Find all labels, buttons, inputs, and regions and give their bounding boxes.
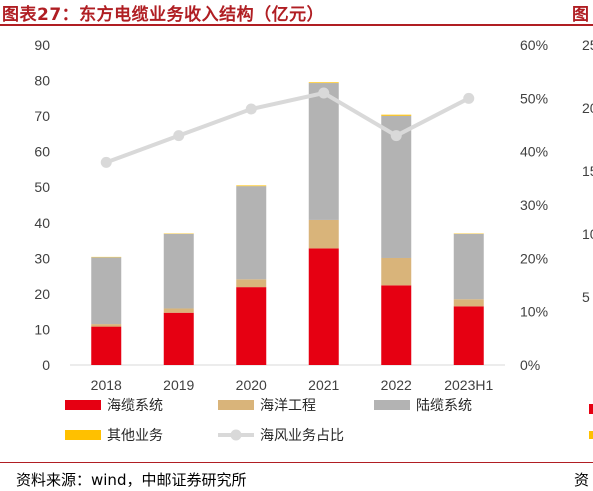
bar-segment — [91, 324, 122, 327]
y-left-tick-label: 60 — [34, 144, 50, 160]
y-left-tick-label: 0 — [42, 357, 50, 373]
y-right-tick-label: 30% — [520, 197, 548, 213]
y-right-tick-label: 20% — [520, 250, 548, 266]
next-figure-tick-fragment: 25 — [582, 37, 593, 53]
bar-segment — [163, 312, 194, 365]
y-left-tick-label: 50 — [34, 179, 50, 195]
bar-segment — [453, 299, 484, 307]
bar-segment — [236, 186, 267, 280]
x-tick-label: 2022 — [381, 377, 412, 393]
bar-segment — [308, 83, 339, 220]
ratio-point — [463, 92, 475, 104]
legend-label: 海风业务占比 — [260, 428, 344, 444]
legend-swatch — [374, 400, 410, 410]
next-figure-legend-fragment — [589, 431, 593, 439]
ratio-point — [100, 156, 112, 168]
bar-segment — [308, 219, 339, 249]
bar-segment — [453, 306, 484, 365]
ratio-point — [390, 130, 402, 142]
next-source-fragment: 资 — [574, 471, 590, 489]
legend-line-marker — [230, 429, 242, 441]
x-tick-label: 2021 — [308, 377, 339, 393]
next-figure-tick-fragment: 15 — [582, 163, 593, 179]
bar-segment — [381, 114, 412, 116]
bar-segment — [308, 248, 339, 365]
next-figure-tick-fragment: 20 — [582, 100, 593, 116]
y-right-tick-label: 10% — [520, 304, 548, 320]
legend-label: 海洋工程 — [260, 398, 316, 414]
bar-segment — [453, 233, 484, 300]
y-left-tick-label: 90 — [34, 37, 50, 53]
bar-segment — [308, 82, 339, 84]
bar-segment — [236, 185, 267, 187]
legend-label: 其他业务 — [107, 428, 163, 444]
bar-segment — [163, 308, 194, 313]
y-right-tick-label: 50% — [520, 90, 548, 106]
legend-swatch — [218, 400, 254, 410]
source-note: 资料来源：wind，中邮证券研究所 — [16, 471, 247, 489]
bar-segment — [236, 279, 267, 288]
chart-title: 图表27：东方电缆业务收入结构（亿元） — [2, 5, 325, 25]
bar-segment — [381, 257, 412, 286]
next-figure-legend-fragment — [589, 404, 593, 414]
y-left-tick-label: 80 — [34, 73, 50, 89]
y-left-tick-label: 40 — [34, 215, 50, 231]
ratio-point — [173, 130, 185, 142]
title-rule — [0, 24, 593, 26]
bar-segment — [381, 285, 412, 365]
legend-swatch — [65, 400, 101, 410]
y-right-tick-label: 60% — [520, 37, 548, 53]
x-tick-label: 2018 — [91, 377, 122, 393]
legend-label: 陆缆系统 — [416, 398, 472, 414]
source-rule — [0, 462, 593, 463]
legend-swatch — [65, 430, 101, 440]
y-left-tick-label: 30 — [34, 250, 50, 266]
ratio-line — [105, 90, 470, 165]
bar-segment — [91, 257, 122, 325]
next-figure-tick-fragment: 10 — [582, 226, 593, 242]
x-tick-label: 2019 — [163, 377, 194, 393]
next-figure-tick-fragment: 5 — [582, 289, 590, 305]
x-tick-label: 2023H1 — [444, 377, 493, 393]
ratio-point — [318, 87, 330, 99]
x-tick-label: 2020 — [236, 377, 267, 393]
next-figure-title-fragment: 图 — [572, 5, 589, 25]
y-left-tick-label: 70 — [34, 108, 50, 124]
y-right-tick-label: 40% — [520, 144, 548, 160]
bar-segment — [91, 326, 122, 365]
bar-segment — [163, 233, 194, 309]
ratio-point — [245, 103, 257, 115]
y-left-tick-label: 10 — [34, 321, 50, 337]
chart-area: 0 10 20 30 40 50 60 70 80 90 0% 10% 20% 30% 40% 50% 60% 2… — [34, 37, 593, 444]
legend-label: 海缆系统 — [107, 398, 163, 414]
y-left-tick-label: 20 — [34, 286, 50, 302]
y-right-tick-label: 0% — [520, 357, 540, 373]
bar-segment — [236, 287, 267, 365]
